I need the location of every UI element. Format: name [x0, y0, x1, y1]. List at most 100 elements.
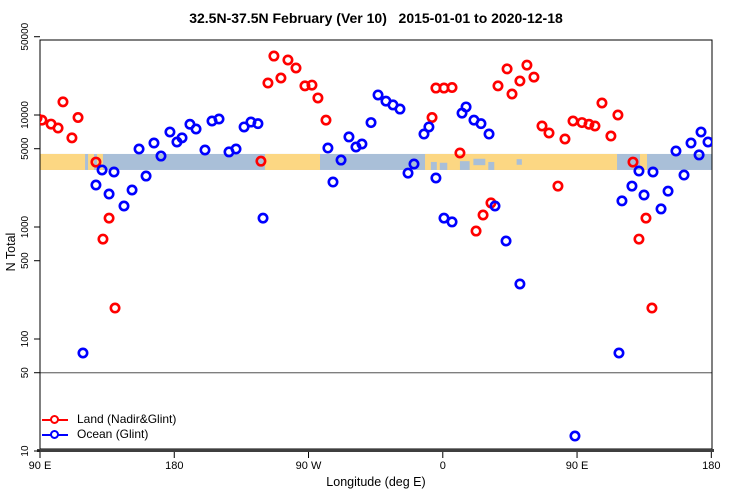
- map-band-land-segment: [264, 153, 321, 170]
- map-band-land-segment: [40, 153, 86, 170]
- data-point: [702, 136, 712, 148]
- data-point: [506, 88, 518, 100]
- chart-title: 32.5N-37.5N February (Ver 10) 2015-01-01…: [189, 10, 563, 26]
- map-band-ocean-patch: [459, 161, 470, 170]
- data-point: [454, 147, 466, 159]
- data-point: [97, 233, 109, 245]
- data-point: [126, 184, 138, 196]
- data-point: [52, 122, 64, 134]
- data-point: [670, 145, 682, 157]
- y-tick-label: 50000: [20, 22, 31, 50]
- data-point: [164, 126, 176, 138]
- data-point: [514, 75, 526, 87]
- data-point: [646, 302, 658, 314]
- data-point: [118, 200, 130, 212]
- x-tick-label: 180: [165, 460, 183, 472]
- data-point: [528, 71, 540, 83]
- data-point: [612, 109, 624, 121]
- data-point: [96, 164, 108, 176]
- data-point: [501, 63, 513, 75]
- data-point: [693, 149, 705, 161]
- data-point: [199, 144, 211, 156]
- data-point: [536, 120, 548, 132]
- data-point: [335, 154, 347, 166]
- data-point: [408, 158, 420, 170]
- data-point: [394, 103, 406, 115]
- x-tick-label: 90 E: [29, 460, 52, 472]
- data-point: [262, 77, 274, 89]
- data-point: [633, 165, 645, 177]
- y-tick-label: 50: [20, 367, 31, 379]
- data-point: [190, 123, 202, 135]
- data-point: [90, 179, 102, 191]
- data-point: [678, 169, 690, 181]
- x-tick-label: 90 E: [566, 460, 589, 472]
- data-point: [90, 156, 102, 168]
- y-tick-label: 5000: [20, 137, 31, 160]
- data-point: [655, 203, 667, 215]
- map-band-ocean-patch: [439, 162, 448, 170]
- data-point: [626, 180, 638, 192]
- data-point: [257, 212, 269, 224]
- map-band-ocean-patch: [430, 161, 437, 170]
- data-point: [426, 111, 438, 123]
- data-point: [583, 118, 595, 130]
- data-point: [275, 72, 287, 84]
- data-point: [327, 176, 339, 188]
- data-point: [238, 121, 250, 133]
- data-point: [268, 50, 280, 62]
- plot-box: [39, 39, 713, 450]
- data-point: [489, 200, 501, 212]
- data-point: [402, 167, 414, 179]
- data-point: [514, 278, 526, 290]
- data-point: [282, 54, 294, 66]
- data-point: [365, 117, 377, 129]
- data-point: [596, 97, 608, 109]
- data-point: [567, 115, 579, 127]
- data-point: [423, 121, 435, 133]
- data-point: [213, 113, 225, 125]
- data-point: [569, 430, 581, 442]
- map-band-ocean-patch: [516, 159, 522, 165]
- map-band-ocean-patch: [473, 158, 486, 166]
- data-point: [638, 189, 650, 201]
- data-point: [40, 113, 43, 123]
- data-point: [155, 150, 167, 162]
- ocean-series-marker-icon: [42, 430, 68, 439]
- data-point: [418, 128, 430, 140]
- data-point: [108, 166, 120, 178]
- data-point: [230, 143, 242, 155]
- data-point: [255, 155, 267, 167]
- data-point: [140, 170, 152, 182]
- data-point: [477, 209, 489, 221]
- data-point: [312, 92, 324, 104]
- data-point: [66, 132, 78, 144]
- data-point: [430, 172, 442, 184]
- data-point: [483, 128, 495, 140]
- data-point: [72, 111, 84, 123]
- data-point: [605, 130, 617, 142]
- legend-label-land: Land (Nadir&Glint): [77, 412, 177, 426]
- data-point: [77, 347, 89, 359]
- map-band-land-segment: [640, 153, 648, 170]
- data-point: [446, 216, 458, 228]
- data-point: [521, 59, 533, 71]
- data-point: [40, 114, 48, 126]
- data-point: [356, 138, 368, 150]
- data-point: [306, 79, 318, 91]
- x-tick-label: 0: [440, 460, 446, 472]
- y-tick-label: 1000: [20, 215, 31, 238]
- data-point: [133, 143, 145, 155]
- legend: Land (Nadir&Glint) Ocean (Glint): [42, 412, 176, 442]
- legend-item-ocean: Ocean (Glint): [42, 427, 176, 442]
- data-point: [695, 126, 707, 138]
- data-point: [633, 233, 645, 245]
- legend-item-land: Land (Nadir&Glint): [42, 412, 176, 427]
- land-series-marker-icon: [42, 415, 68, 424]
- x-tick-label: 90 W: [296, 460, 322, 472]
- data-point: [543, 127, 555, 139]
- data-point: [500, 235, 512, 247]
- legend-label-ocean: Ocean (Glint): [77, 427, 149, 441]
- data-point: [475, 118, 487, 130]
